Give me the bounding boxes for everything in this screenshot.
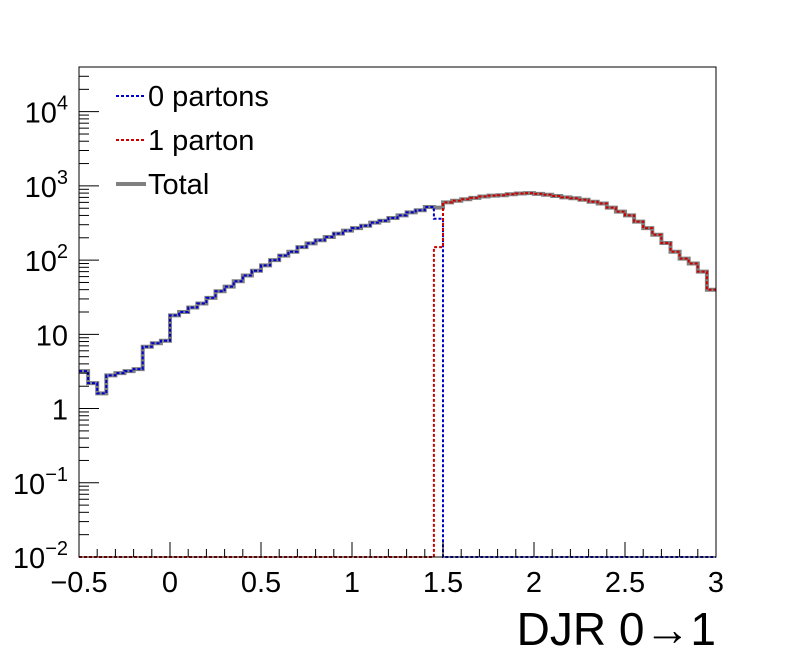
x-tick-label: 0: [162, 567, 178, 599]
legend-label: Total: [148, 169, 209, 201]
series-1-parton: [79, 192, 716, 558]
legend-label: 0 partons: [148, 81, 269, 113]
legend-label: 1 parton: [148, 125, 254, 157]
ticks-layer: [78, 66, 717, 558]
y-tick-label: 103: [25, 167, 68, 204]
x-tick-label: 3: [708, 567, 724, 599]
x-tick-label: 2: [526, 567, 542, 599]
x-tick-label: 0.5: [241, 567, 281, 599]
y-tick-label: 104: [25, 93, 68, 130]
x-tick-label: 1.5: [423, 567, 463, 599]
x-tick-label: 2.5: [605, 567, 645, 599]
y-tick-label: 10−2: [13, 538, 68, 575]
x-axis-label: DJR 0→1: [517, 603, 716, 655]
y-tick-label: 1: [52, 395, 68, 427]
x-tick-label: 1: [344, 567, 360, 599]
series-layer: [79, 191, 716, 558]
legend: 0 partons 1 parton Total: [116, 81, 269, 201]
y-tick-label: 102: [25, 241, 68, 278]
x-tick-label: −0.5: [50, 567, 107, 599]
y-tick-label: 10: [36, 320, 68, 352]
tick-labels: −0.5 0 0.5 1 1.5 2 2.5 3 10−2 10−1 1 10 102 103 104: [13, 93, 724, 599]
y-tick-label: 10−1: [13, 464, 68, 501]
